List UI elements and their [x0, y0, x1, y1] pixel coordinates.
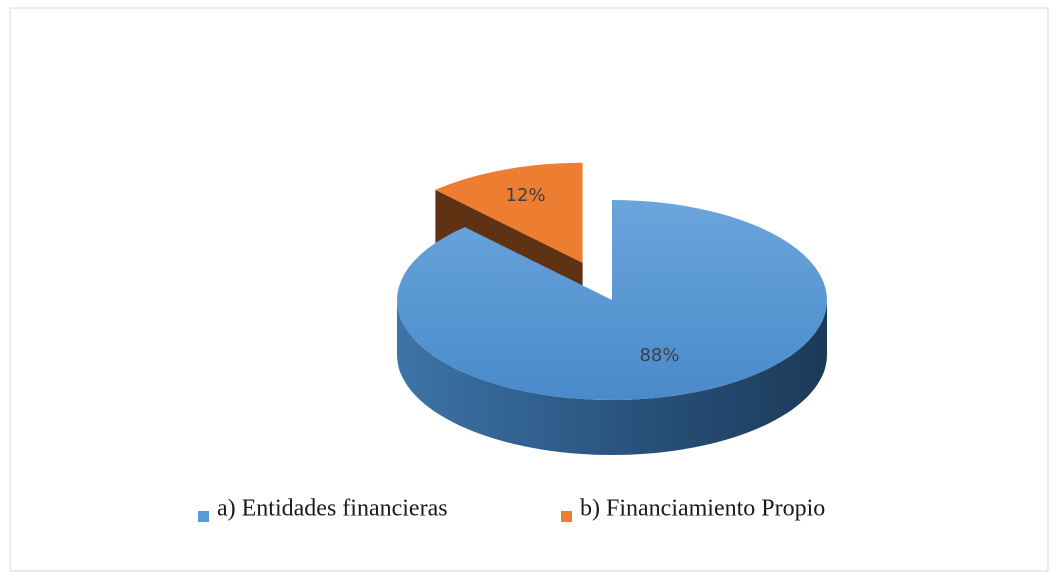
legend-label: b) Financiamiento Propio [580, 496, 825, 522]
slice-side [397, 300, 827, 455]
data-label: 88% [639, 345, 679, 366]
data-label: 12% [506, 185, 546, 206]
legend-label: a) Entidades financieras [217, 496, 448, 522]
slice [397, 200, 827, 400]
legend-swatch [198, 511, 209, 522]
slice [435, 162, 583, 263]
legend-swatch [561, 511, 572, 522]
